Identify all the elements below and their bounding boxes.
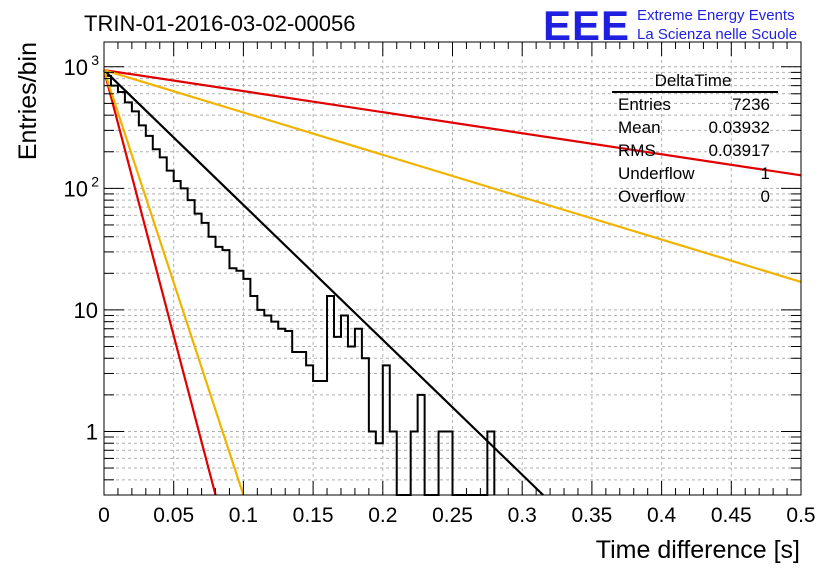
stats-label-rms: RMS [618, 141, 656, 160]
plot-title: TRIN-01-2016-03-02-00056 [84, 11, 356, 36]
x-tick-label: 0.25 [432, 504, 473, 527]
x-axis-label: Time difference [s] [596, 536, 800, 564]
fit-line-4 [102, 69, 217, 496]
fit-line-3 [103, 69, 802, 283]
stats-value-overflow: 0 [761, 187, 770, 206]
y-tick-exponent: 2 [91, 173, 99, 189]
x-tick-label: 0.1 [229, 504, 258, 527]
y-tick-label: 1 [86, 419, 98, 444]
x-tick-label: 0 [98, 504, 110, 527]
x-tick-label: 0.4 [647, 504, 677, 527]
x-tick-label: 0.15 [293, 504, 334, 527]
stats-value-rms: 0.03917 [709, 141, 770, 160]
axis-ticks: 0 0.05 0.1 0.15 0.2 0.25 0.3 0.35 0.4 0.45 0.51101… [64, 42, 816, 527]
x-tick-label: 0.35 [571, 504, 612, 527]
fit-line-1 [103, 69, 544, 496]
grid-lines [103, 42, 802, 496]
stats-label-overflow: Overflow [618, 187, 686, 206]
stats-value-underflow: 1 [761, 164, 770, 183]
x-tick-label: 0.3 [508, 504, 537, 527]
logo-line-1: Extreme Energy Events [637, 7, 795, 24]
x-tick-label: 0.45 [711, 504, 752, 527]
logo-mark: EEE [543, 2, 631, 49]
stats-label-underflow: Underflow [618, 164, 695, 183]
fit-line-5 [102, 69, 245, 496]
histogram-outline [104, 75, 496, 496]
y-tick-label: 10 [74, 298, 98, 323]
y-axis-label: Entries/bin [14, 42, 42, 160]
stats-value-mean: 0.03932 [709, 118, 770, 137]
y-tick-exponent: 3 [91, 52, 99, 68]
x-tick-label: 0.2 [368, 504, 397, 527]
y-tick-label: 10 [64, 176, 88, 201]
stats-value-entries: 7236 [732, 95, 770, 114]
fit-line-2 [103, 68, 802, 177]
stats-box-title: DeltaTime [655, 71, 732, 90]
logo-line-2: La Scienza nelle Scuole [637, 26, 798, 43]
y-tick-label: 10 [64, 55, 88, 80]
x-tick-label: 0.05 [153, 504, 194, 527]
stats-box: DeltaTime Entries 7236 Mean 0.03932 RMS 0.039… [612, 71, 778, 206]
fit-lines-layer [102, 68, 802, 496]
stats-label-entries: Entries [618, 95, 671, 114]
x-tick-label: 0.5 [786, 504, 815, 527]
stats-label-mean: Mean [618, 118, 661, 137]
eee-logo: EEE Extreme Energy Events La Scienza nel… [543, 2, 833, 49]
histogram-layer [104, 75, 496, 496]
